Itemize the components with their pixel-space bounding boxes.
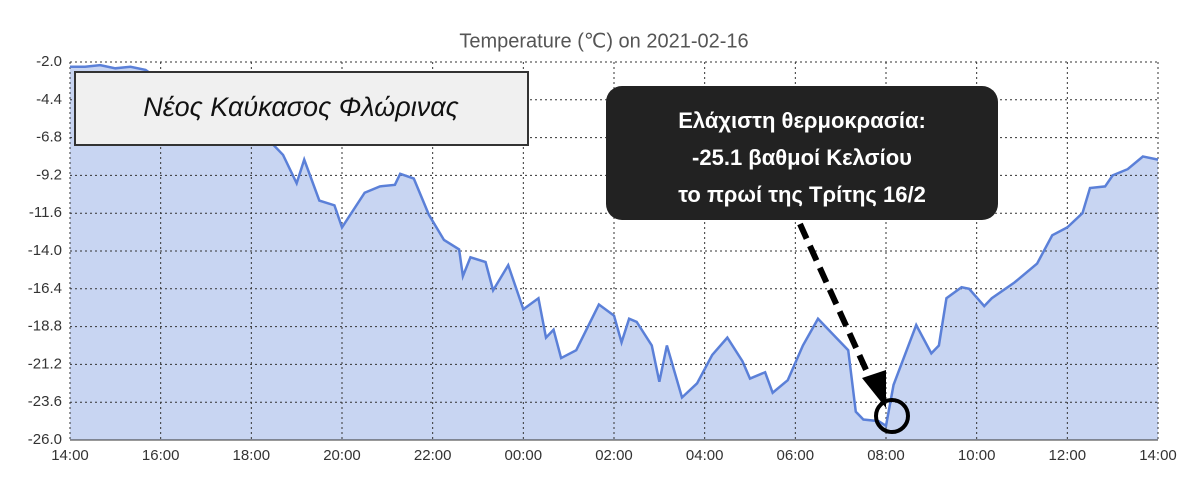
x-tick-label: 10:00 [958, 447, 996, 464]
y-tick-label: -6.8 [36, 129, 62, 146]
y-tick-label: -23.6 [28, 393, 62, 410]
y-tick-label: -4.4 [36, 91, 62, 108]
x-tick-label: 14:00 [1139, 447, 1177, 464]
min-marker [874, 398, 910, 434]
chart-title: Temperature (℃) on 2021-02-16 [459, 30, 748, 52]
x-tick-label: 04:00 [686, 447, 724, 464]
callout-text: το πρωί της Τρίτης 16/2 [678, 182, 926, 207]
arrow [797, 222, 875, 385]
callout-text: Ελάχιστη θερμοκρασία: [678, 108, 926, 133]
x-tick-label: 14:00 [51, 447, 89, 464]
station-box [74, 71, 529, 146]
arrow-head [862, 370, 886, 408]
area [70, 65, 1158, 441]
x-tick-label: 06:00 [777, 447, 815, 464]
y-tick-label: -2.0 [36, 53, 62, 70]
x-tick-label: 08:00 [867, 447, 905, 464]
x-tick-label: 02:00 [595, 447, 633, 464]
station-label: Νέος Καύκασος Φλώρινας [143, 92, 459, 122]
x-tick-label: 22:00 [414, 447, 452, 464]
y-tick-label: -18.8 [28, 318, 62, 335]
y-tick-label: -11.6 [29, 204, 62, 221]
x-tick-label: 16:00 [142, 447, 180, 464]
y-tick-label: -26.0 [28, 431, 62, 448]
callout-text: -25.1 βαθμοί Κελσίου [692, 145, 912, 170]
y-tick-label: -14.0 [28, 242, 62, 259]
y-tick-label: -16.4 [28, 280, 62, 297]
line [70, 63, 1159, 428]
y-tick-label: -9.2 [36, 166, 62, 183]
callout-box [606, 86, 998, 220]
y-tick-label: -21.2 [28, 355, 62, 372]
x-tick-label: 20:00 [323, 447, 361, 464]
x-tick-label: 12:00 [1049, 447, 1087, 464]
x-tick-label: 18:00 [233, 447, 271, 464]
x-tick-label: 00:00 [505, 447, 543, 464]
